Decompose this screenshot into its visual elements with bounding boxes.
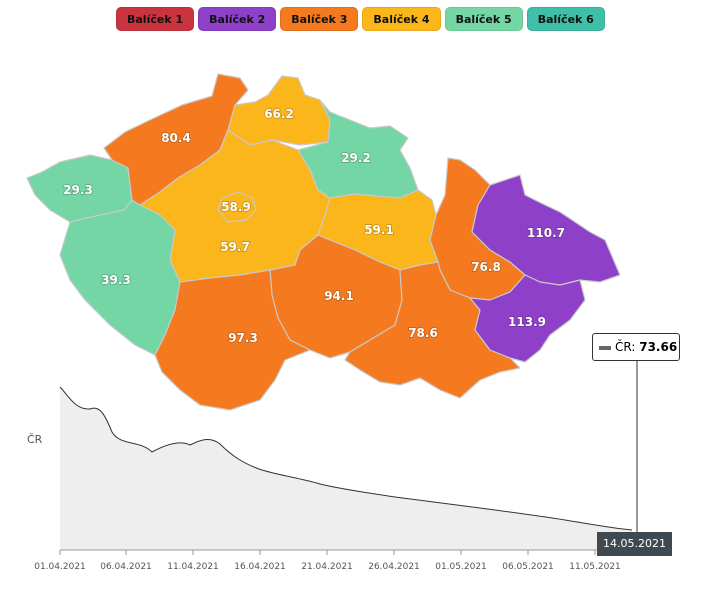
region-value-label: 39.3 — [101, 273, 131, 287]
region-value-label: 29.3 — [63, 183, 93, 197]
legend-balicek-2[interactable]: Balíček 2 — [198, 7, 277, 31]
x-tick-label: 11.05.2021 — [569, 562, 621, 572]
trend-line — [59, 386, 633, 531]
tooltip-series: ČR: — [615, 340, 636, 354]
region-value-label: 94.1 — [324, 289, 354, 303]
region-jihomoravsky[interactable] — [344, 261, 521, 399]
region-praha[interactable] — [217, 191, 257, 223]
series-swatch — [599, 345, 611, 350]
region-value-label: 59.7 — [220, 240, 250, 254]
x-ticks — [59, 550, 596, 555]
x-tick-label: 01.05.2021 — [435, 562, 487, 572]
x-tick-label: 26.04.2021 — [368, 562, 420, 572]
tooltip-value: 73.66 — [639, 340, 678, 354]
region-value-label: 66.2 — [264, 107, 294, 121]
region-value-label: 76.8 — [471, 260, 501, 274]
legend-balicek-6[interactable]: Balíček 6 — [526, 7, 605, 31]
chart-y-label: ČR — [27, 433, 43, 446]
x-tick-label: 06.05.2021 — [502, 562, 554, 572]
region-moravskoslezsky[interactable] — [471, 174, 621, 286]
legend: Balíček 1 Balíček 2 Balíček 3 Balíček 4 … — [116, 7, 605, 31]
x-tick-label: 11.04.2021 — [167, 562, 219, 572]
region-value-label: 97.3 — [228, 331, 258, 345]
czech-map: 80.4 66.2 29.2 29.3 58.9 59.7 59.1 110.7… — [26, 73, 621, 411]
region-value-label: 110.7 — [527, 226, 565, 240]
region-zlinsky[interactable] — [469, 274, 586, 363]
x-tick-label: 01.04.2021 — [34, 562, 86, 572]
trend-area — [60, 387, 632, 550]
selected-date-badge: 14.05.2021 — [597, 532, 672, 556]
region-value-label: 80.4 — [161, 131, 191, 145]
x-tick-label: 21.04.2021 — [301, 562, 353, 572]
x-tick-label: 16.04.2021 — [234, 562, 286, 572]
region-jihocesky[interactable] — [154, 269, 311, 411]
legend-balicek-4[interactable]: Balíček 4 — [362, 7, 441, 31]
legend-balicek-1[interactable]: Balíček 1 — [116, 7, 195, 31]
region-value-label: 58.9 — [221, 200, 251, 214]
region-value-label: 29.2 — [341, 151, 371, 165]
region-value-label: 113.9 — [508, 315, 546, 329]
region-value-label: 59.1 — [364, 223, 394, 237]
x-tick-label: 06.04.2021 — [100, 562, 152, 572]
region-value-label: 78.6 — [408, 326, 438, 340]
legend-balicek-3[interactable]: Balíček 3 — [280, 7, 359, 31]
legend-balicek-5[interactable]: Balíček 5 — [444, 7, 523, 31]
trend-chart: 01.04.2021 06.04.2021 11.04.2021 16.04.2… — [34, 361, 638, 572]
tooltip: ČR: 73.66 — [592, 333, 680, 361]
